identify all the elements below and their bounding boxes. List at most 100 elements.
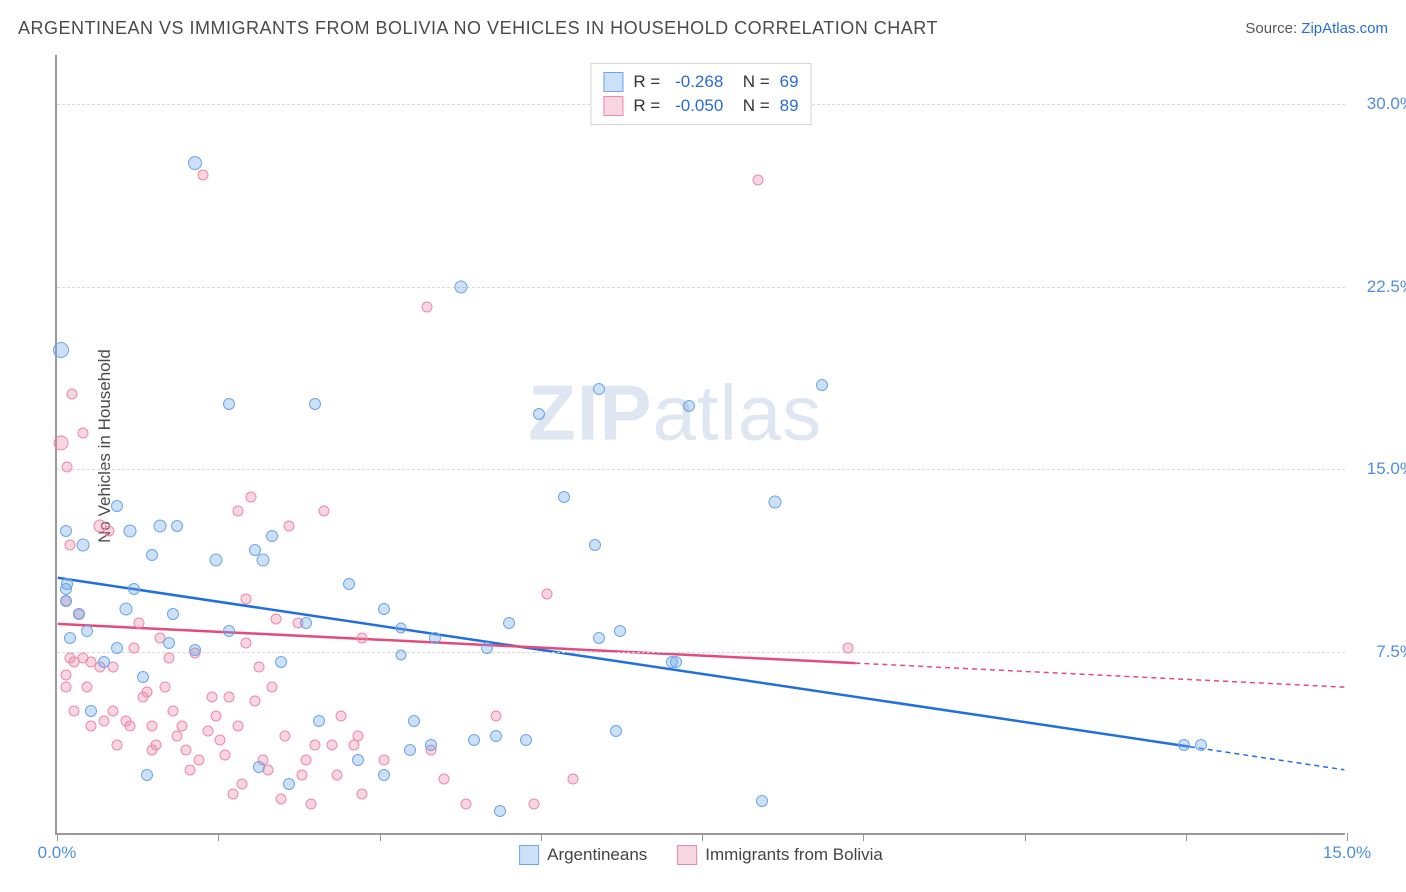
scatter-point [228,789,239,800]
scatter-point [421,301,432,312]
scatter-point [301,754,312,765]
scatter-point [64,540,75,551]
scatter-point [76,539,89,552]
scatter-point [1178,739,1190,751]
scatter-point [300,617,312,629]
scatter-point [589,539,601,551]
chart-plot-area: ZIPatlas R = -0.268 N = 69 R = -0.050 N … [55,55,1345,835]
x-tick [1186,833,1187,841]
scatter-point [568,774,579,785]
scatter-point [396,650,407,661]
scatter-point [357,633,368,644]
legend-swatch-0 [603,72,623,92]
scatter-point [542,589,553,600]
scatter-point [124,524,137,537]
scatter-point [172,730,183,741]
x-tick [1025,833,1026,841]
scatter-point [309,398,321,410]
scatter-point [283,778,295,790]
scatter-point [53,342,69,358]
scatter-point [202,725,213,736]
scatter-point [81,625,93,637]
x-tick [541,833,542,841]
scatter-point [128,583,140,595]
scatter-point [171,520,183,532]
scatter-point [77,428,88,439]
r-value-1: -0.050 [675,96,723,116]
scatter-point [408,715,420,727]
scatter-point [429,632,441,644]
scatter-point [335,711,346,722]
scatter-point [343,578,355,590]
scatter-point [468,734,480,746]
scatter-point [494,805,506,817]
scatter-point [756,795,768,807]
scatter-point [54,436,69,451]
scatter-point [111,500,123,512]
scatter-point [85,705,97,717]
legend-swatch-1 [603,96,623,116]
scatter-point [99,715,110,726]
scatter-point [490,711,501,722]
chart-title: ARGENTINEAN VS IMMIGRANTS FROM BOLIVIA N… [18,18,938,39]
legend-bottom-swatch-1 [677,845,697,865]
scatter-point [107,706,118,717]
scatter-point [266,530,278,542]
watermark: ZIPatlas [528,367,822,458]
scatter-point [404,744,416,756]
scatter-point [232,506,243,517]
scatter-point [60,595,72,607]
scatter-point [232,720,243,731]
scatter-point [82,681,93,692]
scatter-point [206,691,217,702]
scatter-point [223,398,235,410]
x-tick-label: 0.0% [38,843,77,863]
scatter-point [241,637,252,648]
scatter-point [816,379,828,391]
scatter-point [154,519,167,532]
scatter-point [284,520,295,531]
scatter-point [215,735,226,746]
scatter-point [249,696,260,707]
scatter-point [683,400,695,412]
scatter-point [111,642,123,654]
scatter-point [439,774,450,785]
scatter-point [219,750,230,761]
scatter-point [67,389,78,400]
scatter-point [141,769,153,781]
scatter-point [60,681,71,692]
n-value-0: 69 [780,72,799,92]
scatter-point [146,720,157,731]
y-tick-label: 15.0% [1355,459,1406,479]
grid-line [57,469,1345,470]
scatter-point [275,793,286,804]
scatter-point [142,686,153,697]
scatter-point [198,169,209,180]
scatter-point [176,720,187,731]
scatter-point [769,495,782,508]
scatter-point [62,462,73,473]
scatter-point [378,603,390,615]
x-tick [380,833,381,841]
legend-bottom-label-1: Immigrants from Bolivia [705,845,883,865]
scatter-point [310,740,321,751]
scatter-point [61,578,73,590]
scatter-point [223,625,235,637]
scatter-point [163,637,175,649]
scatter-point [168,706,179,717]
scatter-point [490,730,502,742]
legend-item-1: Immigrants from Bolivia [677,845,883,865]
source-link[interactable]: ZipAtlas.com [1301,20,1388,37]
legend-row-series-1: R = -0.050 N = 89 [603,94,798,118]
legend-bottom-swatch-0 [519,845,539,865]
scatter-point [60,669,71,680]
x-tick [218,833,219,841]
legend-row-series-0: R = -0.268 N = 69 [603,70,798,94]
scatter-point [60,525,72,537]
scatter-point [533,408,545,420]
scatter-point [267,681,278,692]
scatter-point [185,764,196,775]
regression-lines [57,55,1345,833]
scatter-point [181,745,192,756]
scatter-point [331,769,342,780]
